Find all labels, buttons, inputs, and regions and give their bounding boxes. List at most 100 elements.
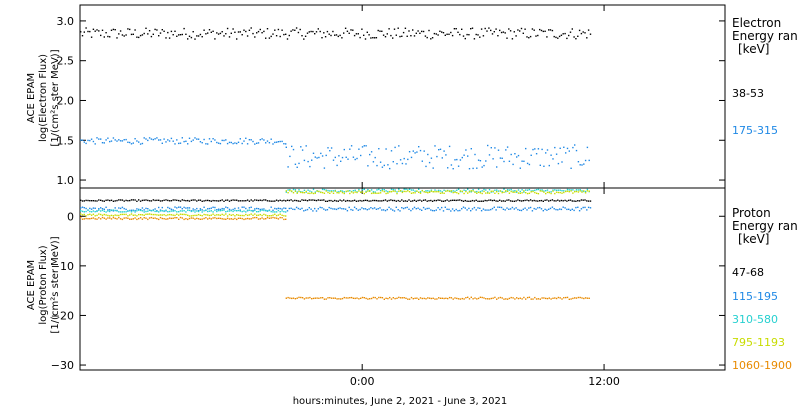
data-point [274, 29, 276, 31]
data-point [579, 190, 581, 192]
data-point [143, 137, 145, 139]
data-point [312, 188, 315, 191]
data-point [388, 206, 390, 209]
data-point [401, 190, 404, 193]
data-point [110, 140, 113, 142]
data-point [225, 213, 227, 215]
data-point [263, 208, 265, 210]
data-point [574, 191, 576, 193]
data-point [397, 209, 399, 211]
data-point [548, 297, 550, 299]
data-point [361, 146, 364, 148]
data-point [119, 207, 122, 210]
data-point [589, 200, 592, 202]
data-point [424, 35, 427, 37]
data-point [219, 208, 222, 211]
data-point [506, 37, 508, 39]
data-point [290, 207, 292, 209]
data-point [174, 214, 176, 217]
data-point [534, 148, 536, 150]
data-point [514, 190, 516, 192]
data-point [243, 140, 245, 142]
data-point [358, 298, 360, 300]
data-point [147, 33, 149, 35]
data-point [141, 207, 144, 209]
data-point [266, 215, 269, 217]
data-point [178, 218, 180, 220]
data-point [119, 199, 122, 201]
x-axis-label: hours:minutes, June 2, 2021 - June 3, 20… [293, 396, 508, 407]
proton-ylabel-line-3: [1/(cm²s ster MeV)] [50, 236, 61, 333]
data-point [404, 207, 407, 209]
data-point [589, 207, 592, 209]
data-point [170, 200, 173, 202]
data-point [564, 199, 566, 202]
data-point [553, 200, 555, 202]
data-point [100, 34, 102, 37]
data-point [564, 32, 566, 35]
data-point [384, 209, 387, 212]
data-point [363, 188, 365, 190]
data-point [506, 189, 509, 191]
data-point [208, 200, 211, 202]
data-point [499, 296, 502, 299]
data-point [261, 138, 263, 140]
data-point [577, 206, 579, 208]
data-point [132, 214, 134, 216]
data-point [349, 190, 351, 192]
data-point [447, 297, 449, 300]
data-point [510, 190, 512, 193]
data-point [441, 206, 443, 209]
data-point [105, 32, 107, 34]
data-point [539, 190, 541, 192]
data-point [352, 200, 354, 202]
data-point [381, 166, 384, 168]
data-point [301, 35, 303, 37]
data-point [384, 199, 387, 201]
data-point [138, 209, 140, 211]
data-point [323, 199, 325, 201]
data-point [170, 217, 173, 220]
data-point [138, 199, 140, 201]
data-point [378, 148, 380, 150]
data-point [152, 33, 154, 35]
data-point [292, 208, 294, 210]
data-point [208, 217, 211, 219]
data-point [415, 200, 417, 202]
data-point [394, 189, 396, 191]
data-point [134, 211, 136, 213]
data-point [474, 297, 476, 299]
data-point [248, 200, 251, 202]
data-point [270, 138, 272, 140]
data-point [534, 296, 536, 299]
data-point [545, 152, 547, 154]
data-point [421, 209, 423, 211]
data-point [562, 200, 564, 202]
data-point [508, 28, 510, 30]
data-point [230, 209, 232, 212]
data-point [345, 190, 347, 193]
data-point [159, 209, 162, 211]
data-point [441, 31, 443, 33]
data-point [156, 199, 158, 201]
data-point [192, 139, 194, 141]
data-point [390, 188, 393, 191]
data-point [540, 199, 543, 202]
data-point [221, 218, 223, 220]
data-point [279, 140, 281, 143]
data-point [288, 34, 290, 37]
data-point [441, 297, 443, 299]
data-point [337, 207, 339, 210]
data-point [537, 188, 540, 191]
data-point [152, 209, 154, 212]
data-point [98, 209, 100, 211]
data-point [165, 209, 167, 211]
data-point [114, 214, 116, 216]
data-point [147, 213, 149, 215]
data-point [145, 207, 147, 210]
data-point [201, 200, 203, 202]
data-point [210, 214, 212, 216]
data-point [484, 27, 486, 30]
data-point [109, 36, 111, 38]
data-point [566, 147, 569, 150]
